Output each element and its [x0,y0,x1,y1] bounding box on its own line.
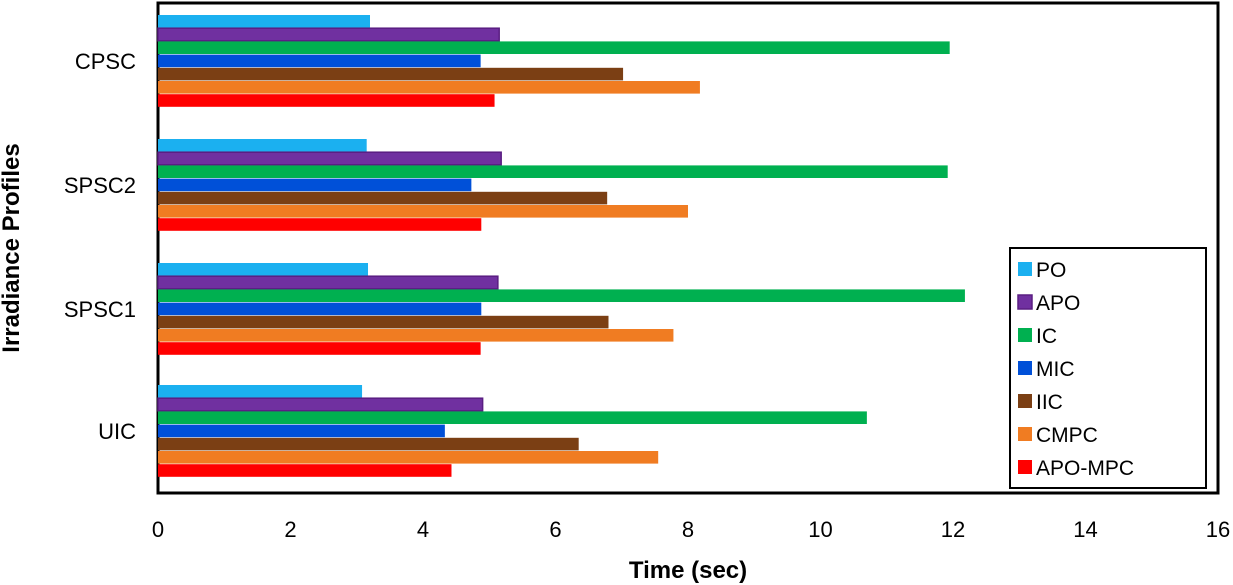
bar-spsc2-mic [158,178,472,192]
bar-uic-ic [158,411,867,424]
x-tick-label: 16 [1206,517,1230,542]
x-tick-label: 14 [1073,517,1097,542]
x-axis-title: Time (sec) [629,557,747,584]
bars-group [157,15,965,477]
bar-uic-iic [158,437,579,451]
category-label-uic: UIC [98,419,136,444]
legend-label-apo-mpc: APO-MPC [1036,457,1134,480]
x-tick-label: 2 [284,517,296,542]
y-axis-title: Irradiance Profiles [0,143,25,352]
legend-swatch-ic [1018,328,1032,342]
legend-box [1009,247,1207,489]
x-tick-label: 4 [417,517,429,542]
legend-swatch-cmpc [1018,427,1032,441]
bar-cpsc-cmpc [158,81,700,94]
legend-label-po: PO [1036,259,1066,282]
bar-cpsc-po [158,15,370,28]
bar-spsc2-po [158,139,367,152]
legend-label-iic: IIC [1036,391,1063,414]
legend-label-apo: APO [1036,292,1080,315]
legend-swatch-iic [1018,394,1032,408]
bar-spsc2-cmpc [158,205,688,218]
legend-label-mic: MIC [1036,358,1075,381]
bar-spsc1-mic [158,302,482,316]
bar-spsc2-apo [157,151,502,166]
x-tick-label: 0 [152,517,164,542]
bar-spsc1-iic [158,315,609,329]
bar-spsc1-po [158,263,369,276]
category-label-spsc2: SPSC2 [64,173,136,198]
bar-cpsc-apo-mpc [158,94,495,107]
bar-spsc2-ic [158,165,948,178]
bar-uic-apo [157,397,484,412]
bar-uic-po [158,385,363,398]
bar-cpsc-ic [158,41,950,54]
bar-uic-apo-mpc [158,464,452,477]
category-label-spsc1: SPSC1 [64,297,136,322]
bar-uic-cmpc [158,451,659,464]
bar-spsc1-apo [157,275,499,290]
legend-swatch-mic [1018,361,1032,375]
bar-spsc2-apo-mpc [158,218,482,231]
x-tick-label: 6 [549,517,561,542]
bar-spsc1-apo-mpc [158,342,481,355]
x-tick-labels: 0 2 4 6 8 10 12 14 16 [152,517,1230,542]
category-labels: CPSC SPSC2 SPSC1 UIC [64,49,136,444]
category-label-cpsc: CPSC [75,49,136,74]
legend-swatch-po [1018,262,1032,276]
bar-spsc1-cmpc [158,329,674,342]
bar-uic-mic [158,424,445,438]
bar-cpsc-apo [157,27,500,42]
legend-swatch-apo-mpc [1018,460,1032,474]
bar-cpsc-iic [158,67,624,81]
x-tick-label: 8 [682,517,694,542]
legend-label-cmpc: CMPC [1036,424,1098,447]
bar-cpsc-mic [158,54,481,68]
bar-spsc1-ic [158,289,965,302]
legend-swatch-apo [1017,294,1033,310]
x-tick-label: 10 [808,517,832,542]
legend-label-ic: IC [1036,325,1057,348]
legend: PO APO IC MIC IIC CMPC APO-MPC [1009,247,1207,489]
x-tick-label: 12 [941,517,965,542]
bar-spsc2-iic [158,191,608,205]
